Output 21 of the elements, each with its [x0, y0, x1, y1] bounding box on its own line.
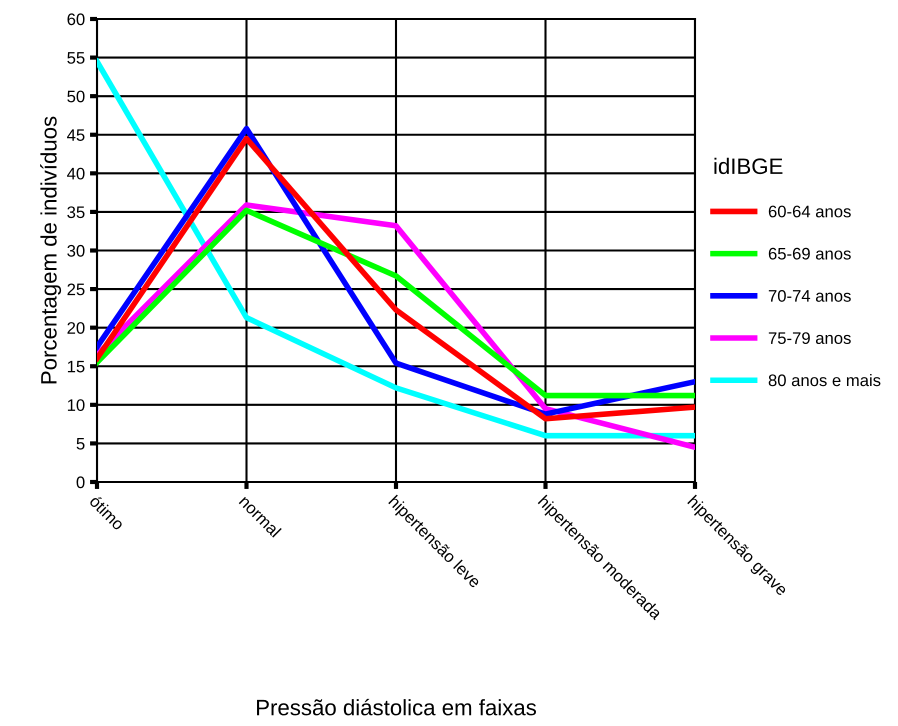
y-tick-label: 30 — [67, 244, 85, 257]
y-tick-label: 5 — [76, 438, 84, 450]
legend-label: 70-74 anos — [768, 290, 851, 302]
y-axis-title: Porcentagem de indivíduos — [40, 116, 62, 384]
legend-title: idIBGE — [714, 158, 782, 174]
y-tick-label: 60 — [68, 13, 85, 26]
legend-label: 80 anos e mais — [768, 374, 880, 386]
y-tick-label: 40 — [67, 168, 85, 180]
legend-label: 75-79 anos — [768, 332, 851, 344]
legend-label: 65-69 anos — [768, 248, 851, 260]
y-tick-label: 0 — [76, 476, 85, 488]
x-axis-title: Pressão diástolica em faixas — [257, 698, 536, 716]
y-tick-label: 50 — [67, 90, 85, 102]
y-tick-label: 15 — [68, 360, 84, 372]
y-tick-label: 35 — [67, 206, 84, 218]
legend-label: 60-64 anos — [768, 206, 851, 218]
y-tick-label: 45 — [67, 129, 84, 141]
y-tick-label: 10 — [68, 399, 85, 412]
y-tick-label: 20 — [67, 322, 85, 334]
y-tick-label: 55 — [67, 52, 84, 64]
y-tick-label: 25 — [67, 283, 84, 296]
